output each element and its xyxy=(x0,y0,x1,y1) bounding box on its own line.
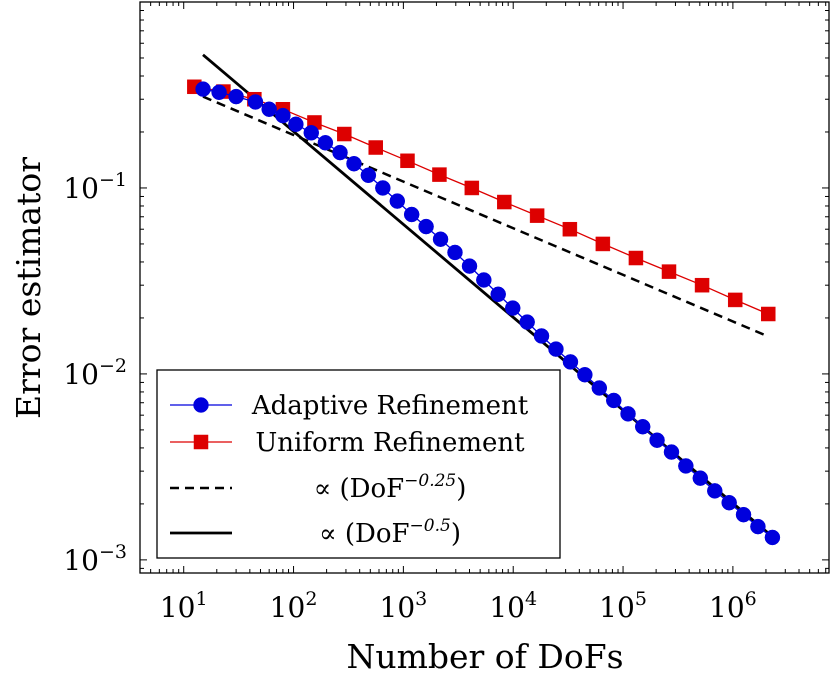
data-point xyxy=(337,126,352,142)
tick-labels: 101 102 103 104 105 106 10−3 10−2 10−1 xyxy=(63,169,756,624)
data-point xyxy=(562,354,579,370)
data-point xyxy=(519,314,535,330)
legend-entry: Uniform Refinement xyxy=(170,428,525,458)
legend: Adaptive Refinement Uniform Refinement ∝ (… xyxy=(156,369,561,559)
legend-marker xyxy=(193,434,209,450)
data-point xyxy=(606,392,622,409)
legend-entry: Adaptive Refinement xyxy=(170,391,529,421)
data-point xyxy=(764,529,781,546)
major-ticks xyxy=(140,1,829,573)
series-0 xyxy=(195,81,781,546)
y-tick-label: 10−2 xyxy=(63,355,127,391)
data-point xyxy=(504,300,521,316)
x-tick-label: 102 xyxy=(270,588,318,624)
data-point xyxy=(464,180,480,196)
legend-label: Adaptive Refinement xyxy=(251,391,529,421)
data-point xyxy=(750,518,766,535)
data-point xyxy=(490,286,506,303)
data-point xyxy=(375,180,391,196)
data-point xyxy=(533,328,550,344)
y-axis-title: Error estimator xyxy=(9,157,48,419)
data-point xyxy=(476,272,492,288)
data-point xyxy=(228,88,244,105)
data-point xyxy=(346,155,362,172)
minor-ticks xyxy=(139,2,829,573)
y-tick-label: 10−3 xyxy=(63,541,127,577)
data-point xyxy=(562,221,578,237)
data-point xyxy=(261,101,277,118)
series-2 xyxy=(202,95,769,338)
data-point xyxy=(195,81,211,97)
data-point xyxy=(360,167,377,184)
data-point xyxy=(634,418,651,435)
legend-entry: ∝ (DoF−0.25) xyxy=(170,471,466,504)
data-point xyxy=(432,231,449,247)
data-point xyxy=(288,116,304,133)
legend-label: ∝ (DoF−0.25) xyxy=(314,471,467,504)
data-point xyxy=(694,277,710,293)
data-point xyxy=(368,140,383,155)
legend-label: Uniform Refinement xyxy=(255,428,525,458)
data-point xyxy=(461,258,478,274)
data-point xyxy=(303,125,320,141)
data-point xyxy=(620,406,636,422)
legend-entry: ∝ (DoF−0.5) xyxy=(170,516,461,549)
x-tick-label: 106 xyxy=(709,588,757,624)
plot-frame xyxy=(139,1,830,574)
data-point xyxy=(497,194,512,210)
data-point xyxy=(727,292,743,308)
legend-label: ∝ (DoF−0.5) xyxy=(319,516,461,549)
x-tick-label: 103 xyxy=(380,588,428,624)
data-point xyxy=(692,470,709,486)
x-tick-label: 101 xyxy=(160,588,208,624)
legend-marker xyxy=(193,397,209,413)
series-line xyxy=(202,95,769,338)
data-point xyxy=(649,432,665,448)
plot-area xyxy=(139,1,830,574)
x-tick-label: 105 xyxy=(599,588,647,624)
data-point xyxy=(661,264,677,279)
data-point xyxy=(548,341,564,357)
series-line xyxy=(202,88,773,539)
data-point xyxy=(529,208,545,223)
data-point xyxy=(432,167,447,182)
y-tick-label: 10−1 xyxy=(63,169,127,205)
data-point xyxy=(403,206,420,223)
data-point xyxy=(332,144,348,161)
data-point xyxy=(591,380,608,396)
legend-box xyxy=(156,369,561,559)
data-point xyxy=(735,506,752,523)
data-point xyxy=(247,94,264,110)
data-point xyxy=(447,244,463,261)
data-point xyxy=(577,366,593,383)
data-point xyxy=(595,236,611,252)
data-point xyxy=(317,135,334,151)
data-point xyxy=(761,306,776,322)
data-point xyxy=(400,153,415,169)
data-point xyxy=(707,483,723,499)
data-point xyxy=(678,458,694,474)
x-tick-label: 104 xyxy=(489,588,537,624)
data-point xyxy=(628,250,644,266)
data-point xyxy=(721,494,737,511)
series-layer xyxy=(187,53,781,546)
data-point xyxy=(389,193,406,209)
data-point xyxy=(663,444,680,460)
data-point xyxy=(211,84,227,101)
data-point xyxy=(418,218,434,235)
data-point xyxy=(275,107,291,124)
x-axis-title: Number of DoFs xyxy=(346,637,623,676)
